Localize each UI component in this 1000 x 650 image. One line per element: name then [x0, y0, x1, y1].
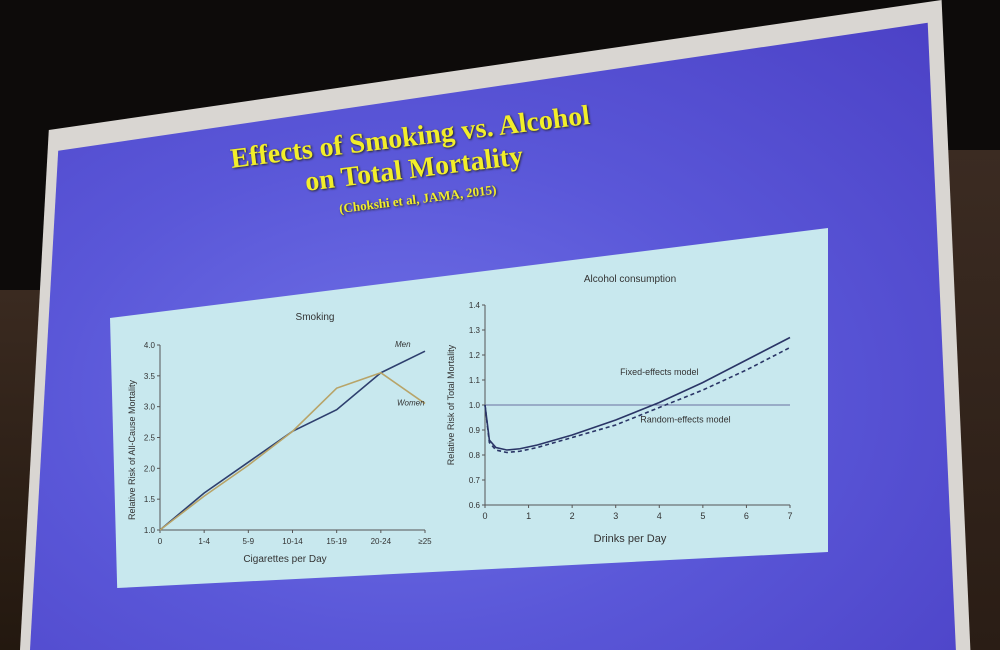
alcohol-y-tick-label: 0.6: [469, 501, 481, 510]
alcohol-series-random-line: [484, 346, 791, 454]
smoking-x-axis-label: Cigarettes per Day: [243, 554, 326, 565]
smoking-y-tick-label: 1.5: [144, 495, 156, 504]
alcohol-x-tick-label: 7: [787, 511, 792, 521]
smoking-legend-women: Women: [397, 399, 425, 408]
smoking-series-women-line: [159, 371, 426, 531]
smoking-x-tick-label: 1-4: [198, 537, 210, 546]
alcohol-x-tick-label: 4: [657, 511, 662, 521]
smoking-y-tick-label: 2.5: [144, 434, 156, 443]
alcohol-chart-title: Alcohol consumption: [584, 274, 676, 285]
alcohol-chart: Alcohol consumption Relative Risk of Tot…: [446, 274, 793, 545]
alcohol-x-tick-label: 0: [482, 511, 487, 521]
alcohol-y-tick-label: 1.3: [469, 326, 481, 335]
smoking-legend-men: Men: [395, 340, 411, 349]
smoking-x-tick-label: 10-14: [282, 537, 303, 546]
alcohol-x-tick-label: 6: [744, 511, 749, 521]
smoking-x-tick-label: 5-9: [243, 537, 255, 546]
alcohol-y-tick-label: 0.8: [469, 451, 481, 460]
smoking-chart: Smoking Relative Risk of All-Cause Morta…: [127, 312, 432, 565]
alcohol-y-axis-label: Relative Risk of Total Mortality: [446, 344, 456, 465]
alcohol-x-axis-label: Drinks per Day: [594, 533, 667, 545]
alcohol-label-random-effects: Random-effects model: [640, 415, 730, 425]
alcohol-y-tick-label: 0.9: [469, 426, 481, 435]
smoking-y-tick-label: 3.0: [144, 403, 156, 412]
alcohol-series-fixed-line: [484, 336, 791, 451]
alcohol-y-tick-label: 1.2: [469, 351, 481, 360]
smoking-x-tick-label: 20-24: [371, 537, 392, 546]
smoking-x-tick-label: 0: [158, 537, 163, 546]
alcohol-x-tick-label: 3: [613, 511, 618, 521]
smoking-x-tick-label: ≥25: [418, 537, 432, 546]
alcohol-y-tick-label: 1.4: [469, 301, 481, 310]
smoking-y-tick-label: 4.0: [144, 341, 156, 350]
smoking-chart-title: Smoking: [296, 312, 335, 323]
alcohol-x-tick-label: 5: [700, 511, 705, 521]
alcohol-y-tick-label: 1.0: [469, 401, 481, 410]
smoking-y-axis-label: Relative Risk of All-Cause Mortality: [127, 379, 137, 520]
smoking-y-tick-label: 3.5: [144, 372, 156, 381]
alcohol-x-tick-label: 1: [526, 511, 531, 521]
alcohol-x-tick-label: 2: [570, 511, 575, 521]
smoking-series-men-line: [159, 350, 426, 531]
smoking-x-tick-label: 15-19: [326, 537, 347, 546]
smoking-y-tick-label: 1.0: [144, 526, 156, 535]
alcohol-y-tick-label: 0.7: [469, 476, 481, 485]
alcohol-label-fixed-effects: Fixed-effects model: [620, 367, 698, 377]
smoking-y-tick-label: 2.0: [144, 464, 156, 473]
alcohol-y-tick-label: 1.1: [469, 376, 481, 385]
